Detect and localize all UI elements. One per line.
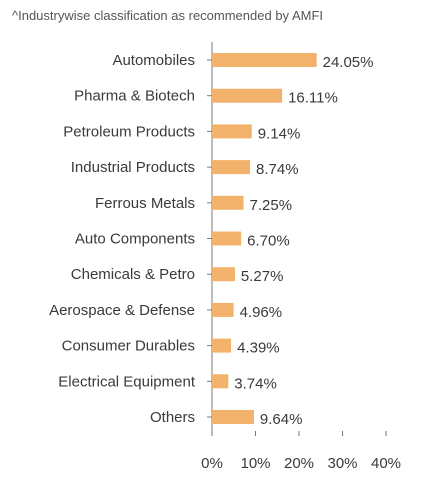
x-tick-label: 0% [201, 455, 223, 472]
category-label: Ferrous Metals [95, 195, 195, 212]
bar [212, 53, 317, 67]
value-label: 8.74% [256, 161, 299, 178]
x-tick-label: 10% [240, 455, 270, 472]
category-label: Petroleum Products [63, 123, 195, 140]
bar [212, 338, 232, 353]
x-tick-label: 40% [371, 455, 401, 472]
bar [212, 267, 235, 282]
value-label: 24.05% [323, 54, 374, 71]
value-label: 9.64% [260, 411, 303, 428]
value-label: 9.14% [258, 125, 301, 142]
value-label: 16.11% [288, 90, 338, 107]
category-label: Aerospace & Defense [49, 302, 195, 319]
value-label: 6.70% [247, 233, 290, 250]
x-tick-label: 30% [327, 455, 357, 472]
value-label: 4.39% [237, 340, 280, 357]
bar [212, 231, 242, 246]
bar [212, 374, 229, 389]
bar [212, 160, 251, 175]
category-label: Industrial Products [71, 159, 195, 176]
category-label: Chemicals & Petro [71, 266, 195, 283]
value-label: 3.74% [234, 375, 277, 392]
category-label: Automobiles [112, 52, 195, 69]
category-label: Pharma & Biotech [74, 88, 195, 105]
bar [212, 124, 252, 139]
category-label: Consumer Durables [62, 338, 195, 355]
category-label: Auto Components [75, 231, 195, 248]
value-label: 4.96% [240, 304, 283, 321]
chart-footnote: ^Industrywise classification as recommen… [12, 8, 323, 23]
bar [212, 302, 234, 317]
value-label: 5.27% [241, 268, 284, 285]
value-label: 7.25% [250, 197, 293, 214]
bar [212, 410, 254, 424]
bar [212, 88, 283, 103]
bar [212, 195, 244, 210]
x-tick-label: 20% [284, 455, 314, 472]
category-label: Electrical Equipment [58, 373, 196, 390]
category-label: Others [150, 409, 195, 426]
